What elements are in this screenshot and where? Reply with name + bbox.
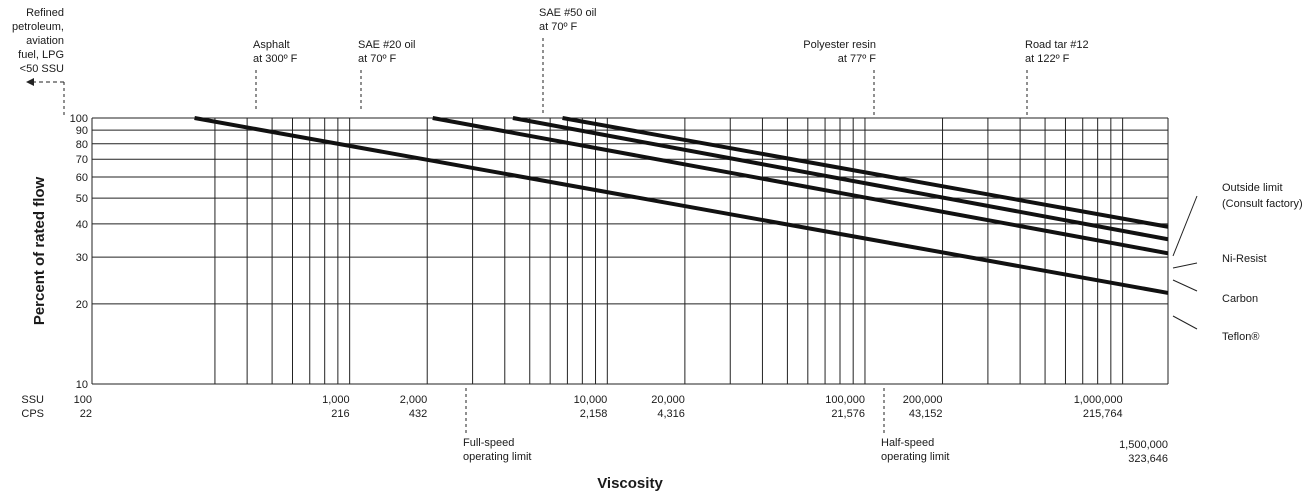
series-line	[194, 116, 1169, 295]
annotation-text: Refined	[26, 7, 64, 19]
x-tick-ssu: 1,500,000	[1119, 439, 1168, 451]
y-tick-label: 100	[70, 113, 88, 125]
x-tick-cps: 215,764	[1083, 408, 1123, 420]
annotation-text: fuel, LPG	[18, 49, 64, 61]
x-tick-ssu: 1,000	[322, 394, 350, 406]
annotation-text: SAE #20 oil	[358, 39, 415, 51]
annotation-text: at 300º F	[253, 53, 298, 65]
series-leader	[1172, 262, 1198, 269]
series-label: Teflon®	[1222, 331, 1259, 343]
annotation-text: at 122º F	[1025, 53, 1070, 65]
annotation-text: at 77º F	[838, 53, 877, 65]
y-tick-label: 40	[76, 219, 88, 231]
x-tick-ssu: 20,000	[651, 394, 685, 406]
x-tick-cps: 4,316	[657, 408, 685, 420]
y-tick-label: 70	[76, 154, 88, 166]
y-tick-label: 60	[76, 172, 88, 184]
annotation-text: at 70º F	[358, 53, 397, 65]
annotation-text: Polyester resin	[803, 39, 876, 51]
y-tick-label: 50	[76, 193, 88, 205]
y-tick-label: 90	[76, 125, 88, 137]
y-axis-title: Percent of rated flow	[31, 176, 48, 325]
annotation-text: at 70º F	[539, 21, 578, 33]
annotation-text: Road tar #12	[1025, 39, 1089, 51]
series-leader	[1172, 195, 1198, 257]
x-tick-cps: 22	[80, 408, 92, 420]
series-leader	[1172, 279, 1198, 292]
y-tick-label: 80	[76, 139, 88, 151]
annotation-text: aviation	[26, 35, 64, 47]
annotation-text: Full-speed	[463, 437, 514, 449]
x-tick-ssu: 100,000	[825, 394, 865, 406]
y-tick-label: 20	[76, 299, 88, 311]
x-row-label-ssu: SSU	[21, 394, 44, 406]
x-axis-title: Viscosity	[597, 475, 663, 492]
x-tick-ssu: 2,000	[400, 394, 428, 406]
x-tick-cps: 21,576	[831, 408, 865, 420]
y-tick-label: 30	[76, 252, 88, 264]
x-row-label-cps: CPS	[21, 408, 44, 420]
annotation-arrow-head	[26, 78, 34, 86]
series-line	[432, 116, 1169, 256]
annotation-text: SAE #50 oil	[539, 7, 596, 19]
annotation-text: operating limit	[881, 451, 949, 463]
x-tick-ssu: 200,000	[903, 394, 943, 406]
annotation-text: Half-speed	[881, 437, 934, 449]
series-line	[562, 116, 1169, 229]
y-tick-label: 10	[76, 379, 88, 391]
series-label: Ni-Resist	[1222, 253, 1267, 265]
series-label: Carbon	[1222, 293, 1258, 305]
x-tick-ssu: 100	[74, 394, 92, 406]
x-tick-cps: 432	[409, 408, 427, 420]
x-tick-cps: 43,152	[909, 408, 943, 420]
series-label: (Consult factory)	[1222, 198, 1303, 210]
x-tick-cps: 216	[331, 408, 349, 420]
x-tick-cps: 323,646	[1128, 453, 1168, 465]
series-line	[512, 116, 1169, 242]
x-tick-ssu: 1,000,000	[1074, 394, 1123, 406]
annotation-text: petroleum,	[12, 21, 64, 33]
x-tick-ssu: 10,000	[574, 394, 608, 406]
annotation-text: <50 SSU	[20, 63, 64, 75]
x-tick-cps: 2,158	[580, 408, 608, 420]
series-label: Outside limit	[1222, 182, 1283, 194]
annotation-text: Asphalt	[253, 39, 290, 51]
series-leader	[1172, 315, 1198, 330]
annotation-text: operating limit	[463, 451, 531, 463]
